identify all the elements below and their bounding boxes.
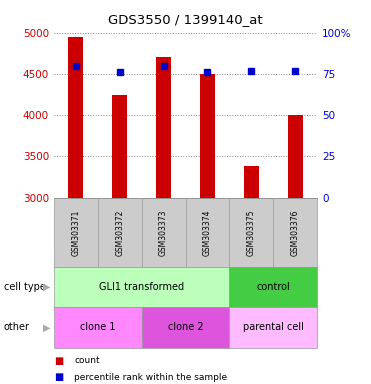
Bar <box>68 37 83 198</box>
Text: clone 2: clone 2 <box>168 322 203 333</box>
Text: GSM303371: GSM303371 <box>71 209 80 255</box>
Text: GSM303375: GSM303375 <box>247 209 256 256</box>
Text: GDS3550 / 1399140_at: GDS3550 / 1399140_at <box>108 13 263 26</box>
Bar <box>244 166 259 198</box>
Text: cell type: cell type <box>4 282 46 292</box>
Text: GSM303374: GSM303374 <box>203 209 212 256</box>
Text: ■: ■ <box>54 356 63 366</box>
Text: control: control <box>256 282 290 292</box>
Text: other: other <box>4 322 30 333</box>
Text: ■: ■ <box>54 372 63 382</box>
Text: GLI1 transformed: GLI1 transformed <box>99 282 184 292</box>
Bar <box>112 94 127 198</box>
Text: parental cell: parental cell <box>243 322 304 333</box>
Text: GSM303372: GSM303372 <box>115 209 124 255</box>
Text: clone 1: clone 1 <box>80 322 115 333</box>
Text: count: count <box>74 356 100 366</box>
Bar <box>156 57 171 198</box>
Bar <box>288 115 303 198</box>
Text: percentile rank within the sample: percentile rank within the sample <box>74 372 227 382</box>
Text: GSM303373: GSM303373 <box>159 209 168 256</box>
Text: ▶: ▶ <box>43 322 50 333</box>
Text: ▶: ▶ <box>43 282 50 292</box>
Text: GSM303376: GSM303376 <box>291 209 300 256</box>
Bar <box>200 74 215 198</box>
